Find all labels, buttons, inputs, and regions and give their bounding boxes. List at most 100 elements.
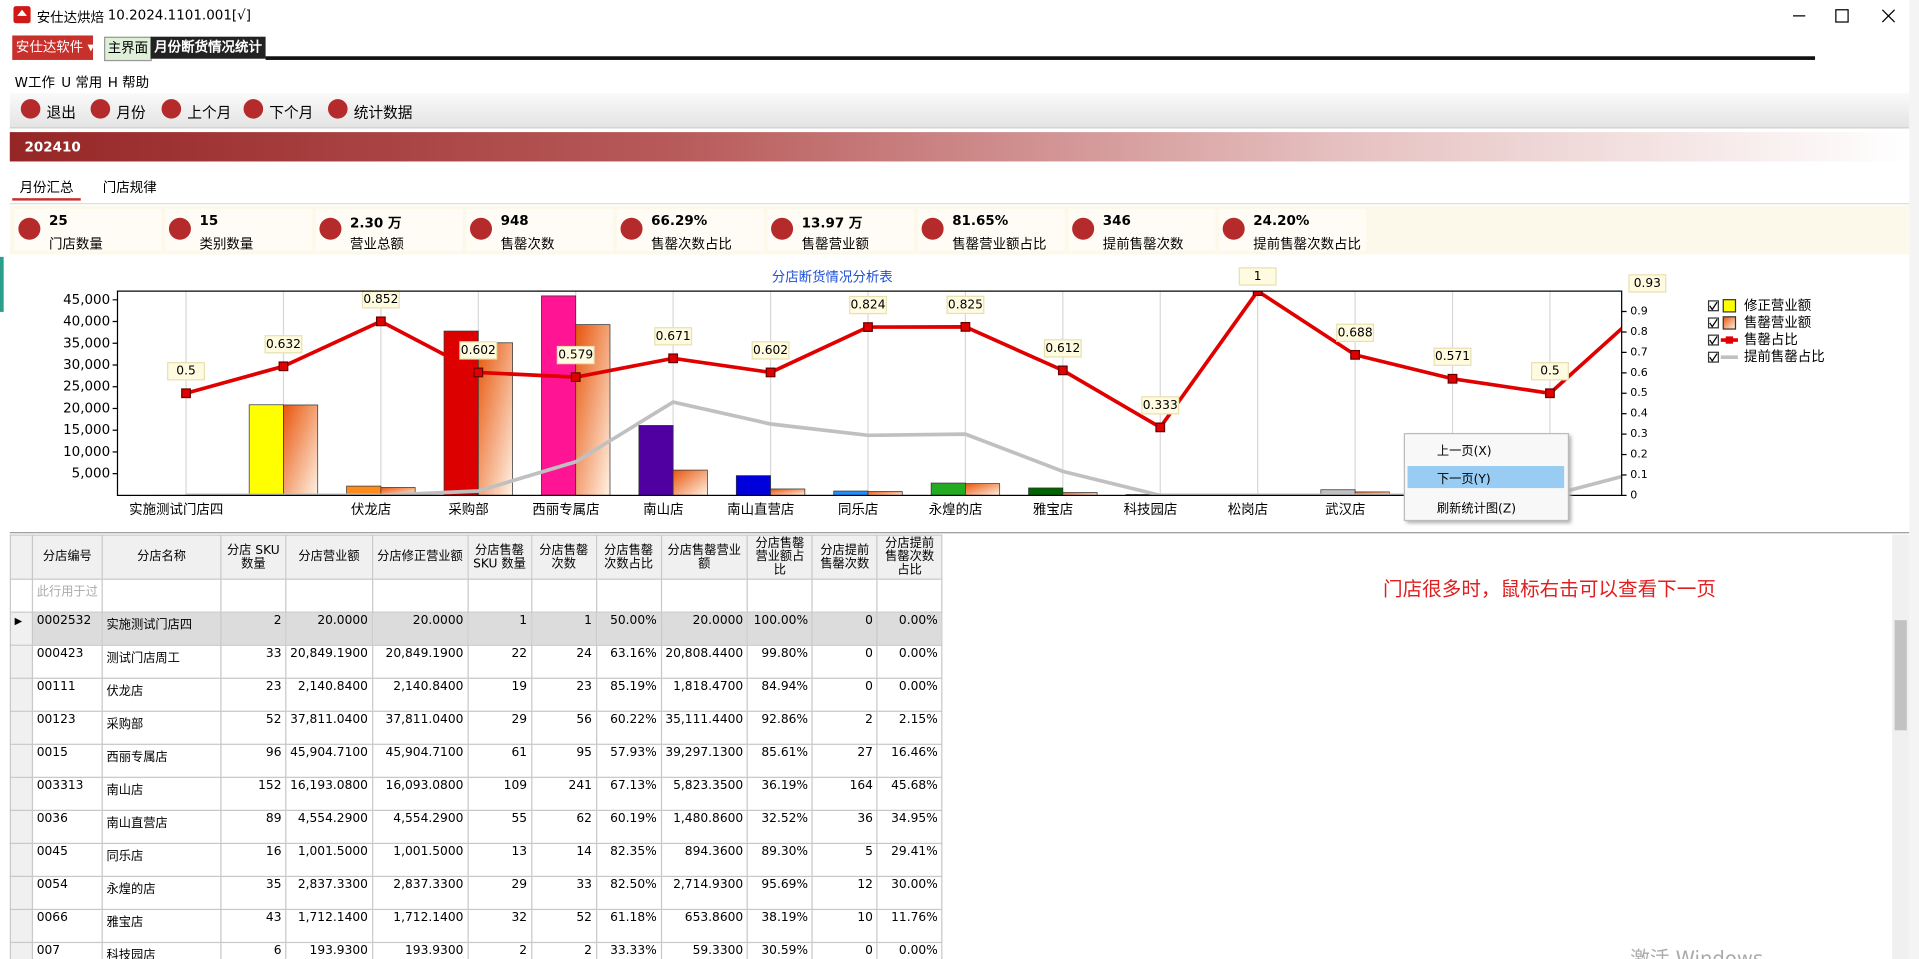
bar	[833, 490, 869, 496]
cell: 39,297.1300	[660, 743, 749, 778]
cell: 20.0000	[371, 611, 469, 646]
cell	[9, 677, 34, 712]
cell: 0036	[31, 809, 103, 845]
cell: 33.33%	[595, 941, 662, 959]
cell: 99.80%	[746, 644, 813, 679]
cell: 10	[811, 908, 878, 944]
toolbar-button[interactable]: 退出	[46, 103, 76, 122]
cell: 6	[220, 941, 287, 959]
line-marker	[1252, 291, 1263, 297]
data-label: 1	[1254, 269, 1262, 283]
cell	[9, 941, 34, 959]
toolbar-icon[interactable]	[20, 99, 41, 119]
cell: 16,093.0800	[371, 776, 469, 811]
bar	[380, 487, 416, 496]
toolbar-icon[interactable]	[328, 99, 348, 119]
stat-label: 门店数量	[48, 236, 103, 252]
row[interactable]: 00123 采购部 52 37,811.0400 37,811.0400 29 56 60.2…	[9, 710, 943, 745]
row[interactable]: 0045 同乐店 16 1,001.5000 1,001.5000 13 14 82.35% 8…	[9, 842, 943, 878]
stat-value: 81.65%	[952, 212, 1009, 229]
x-tick-label: 西丽专属店	[532, 502, 599, 518]
line-marker	[473, 367, 484, 378]
view-tab[interactable]: 门店规律	[102, 179, 157, 196]
cell: 1,712.1400	[371, 908, 469, 944]
context-menu-item[interactable]: 上一页(X)	[1436, 445, 1492, 459]
bar	[965, 483, 1001, 496]
menu-item[interactable]: H 帮助	[107, 74, 150, 91]
y-tick-label: 25,000	[63, 380, 110, 395]
data-label-box	[167, 362, 206, 381]
cell	[9, 842, 34, 878]
toolbar-button[interactable]: 统计数据	[353, 103, 413, 122]
plot-area	[151, 291, 1622, 496]
toolbar-icon[interactable]	[243, 99, 264, 119]
row[interactable]: 0036 南山直营店 89 4,554.2900 4,554.2900 55 62 60.19…	[9, 809, 943, 845]
data-label-box	[1530, 362, 1569, 381]
cell: 16,193.0800	[285, 776, 373, 811]
toolbar-button[interactable]: 下个月	[269, 103, 314, 122]
view-tab-active[interactable]: 月份汇总	[19, 179, 74, 196]
y-tick-label: 30,000	[63, 358, 110, 373]
window-controls[interactable]	[1781, 2, 1916, 29]
menu-item[interactable]: U 常用	[61, 74, 103, 91]
row[interactable]: 0066 雅宝店 43 1,712.1400 1,712.1400 32 52 61.18% 6…	[9, 908, 943, 944]
tab-active[interactable]: 月份断货情况统计	[150, 36, 266, 59]
cell: 35	[220, 875, 287, 911]
cell	[9, 908, 34, 944]
scrollbar[interactable]	[1892, 534, 1910, 959]
data-label: 0.852	[363, 292, 398, 306]
stat-label: 售罄营业额占比	[952, 236, 1047, 252]
chart: 分店断货情况分析表 5,000 10,000 15,000 20,000 25,000 3…	[63, 267, 1825, 518]
row[interactable]: 00111 伏龙店 23 2,140.8400 2,140.8400 19 23 85.19%…	[9, 677, 943, 712]
banner	[9, 132, 1910, 162]
legend-checkbox	[1707, 317, 1719, 329]
cell: 南山直营店	[101, 809, 222, 845]
toolbar-button[interactable]: 月份	[116, 103, 146, 122]
context-menu-item[interactable]: 刷新统计图(Z)	[1436, 502, 1516, 517]
legend-label: 售罄占比	[1744, 332, 1798, 348]
line-marker	[278, 361, 289, 372]
tab[interactable]: 主界面	[104, 36, 152, 62]
row[interactable]: 000423 测试门店周工 33 20,849.1900 20,849.1900 22 24…	[9, 644, 943, 679]
cell: 0	[811, 611, 878, 646]
cell: 61	[467, 743, 532, 778]
toolbar-icon[interactable]	[90, 99, 111, 119]
legend-check	[1709, 336, 1718, 345]
data-label-box	[849, 295, 887, 315]
cell: 30.00%	[876, 875, 943, 911]
menu-button[interactable]: 安仕达软件 ▾	[12, 35, 94, 60]
toolbar-button[interactable]: 上个月	[187, 103, 232, 122]
row[interactable]: 分店编号 分店名称 分店 SKU 数量 分店营业额 分店修正营业额 分店售罄 SKU 数量…	[9, 534, 943, 580]
row[interactable]: 此行用于过	[9, 578, 943, 613]
toolbar-icon[interactable]	[161, 99, 182, 119]
cell	[9, 710, 34, 745]
column-header: 分店售罄营业额	[660, 534, 749, 580]
context-menu-item[interactable]: 下一页(Y)	[1436, 473, 1491, 487]
cell: 60.19%	[595, 809, 662, 845]
x-tick-label: 实施测试门店四	[129, 502, 223, 518]
scrollbar[interactable]	[1909, 0, 1919, 959]
cell	[9, 809, 34, 845]
app-version: 10.2024.1101.001[√]	[107, 7, 251, 24]
bar	[770, 488, 806, 496]
toolbar	[9, 92, 1910, 129]
cell: 0	[811, 677, 878, 712]
row[interactable]: 0054 永煌的店 35 2,837.3300 2,837.3300 29 33 82.50%…	[9, 875, 943, 911]
y2-tick-label: 0.4	[1630, 407, 1648, 420]
row[interactable]: 003313 南山店 152 16,193.0800 16,093.0800 109 241…	[9, 776, 943, 811]
row[interactable]: 0015 西丽专属店 96 45,904.7100 45,904.7100 61 95 57.…	[9, 743, 943, 778]
menu-item[interactable]: W工作	[14, 74, 55, 91]
column-header: 分店售罄次数	[530, 534, 597, 580]
legend-check	[1709, 318, 1718, 328]
cell: 241	[530, 776, 597, 811]
cell: 36	[811, 809, 878, 845]
cell: 12	[811, 875, 878, 911]
cell: 雅宝店	[101, 908, 222, 944]
data-label-box	[264, 335, 303, 354]
row[interactable]: 007 科技园店 6 193.9300 193.9300 2 2 33.33% 59.3300 3…	[9, 941, 943, 959]
cell: 36.19%	[746, 776, 813, 811]
row[interactable]: ▶ 0002532 实施测试门店四 2 20.0000 20.0000 1 1 50.00% 20…	[9, 611, 943, 646]
stat-label: 营业总额	[350, 236, 404, 252]
legend-label: 提前售罄占比	[1744, 348, 1825, 365]
cell: 30.59%	[746, 941, 813, 959]
